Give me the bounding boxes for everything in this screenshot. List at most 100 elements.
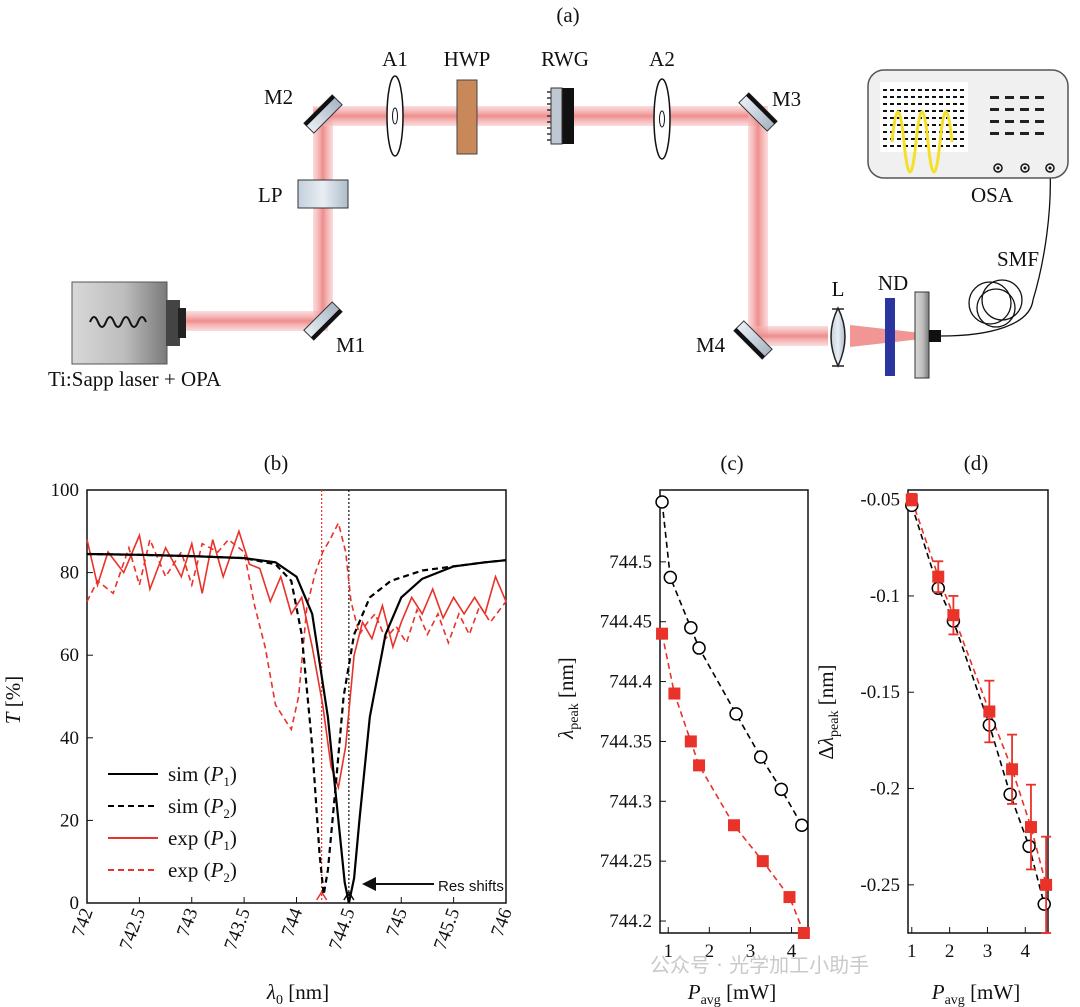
label-lp: LP [258, 183, 283, 207]
label-m4: M4 [696, 333, 726, 357]
y-tick-label: 744.2 [609, 911, 652, 932]
x-tick-label: 746 [487, 906, 516, 940]
data-point-circle [1037, 897, 1051, 911]
data-point-circle [655, 495, 669, 509]
beam-segment [750, 326, 828, 346]
label-osa: OSA [971, 183, 1014, 207]
legend-label: sim (P2) [168, 794, 237, 821]
beam-segment [313, 106, 763, 126]
data-point-square [783, 891, 796, 904]
focusing-lens [830, 306, 846, 368]
mirror-m2 [303, 94, 343, 134]
y-tick-label: 744.35 [600, 731, 652, 752]
y-tick-label: 744.4 [609, 672, 652, 693]
linear-polarizer [297, 179, 349, 209]
data-point-square [693, 759, 706, 772]
x-tick-label: 745 [382, 906, 411, 940]
x-tick-label: 745.5 [430, 906, 464, 953]
fiber-connector [929, 330, 941, 342]
data-point-square [1024, 821, 1037, 834]
mirror-m4 [733, 320, 773, 360]
y-tick-label: -0.15 [860, 682, 900, 703]
optical-spectrum-analyzer [867, 69, 1069, 179]
aperture-a2 [653, 78, 671, 160]
label-a1: A1 [382, 47, 408, 71]
series-line [86, 520, 507, 732]
series-line [661, 501, 803, 826]
data-point-circle [1003, 787, 1017, 802]
watermark: 公众号 · 光学加工小助手 [650, 953, 869, 977]
y-tick-label: 744.45 [600, 612, 652, 633]
laser-source [71, 281, 186, 365]
arrow-head-icon [362, 877, 376, 891]
x-tick-label: 4 [787, 941, 797, 962]
label-hwp: HWP [444, 47, 491, 71]
data-point-circle [1022, 839, 1036, 854]
y-tick-label: 20 [60, 810, 79, 831]
data-point-circle [663, 570, 678, 585]
label-l: L [832, 277, 845, 301]
y-tick-label: 60 [60, 645, 79, 666]
y-tick-label: 100 [51, 480, 80, 501]
x-tick-label: 2 [945, 941, 955, 962]
legend-label: exp (P2) [168, 858, 237, 885]
y-tick-label: -0.1 [870, 586, 900, 607]
setup-diagram: (a) Ti:Sapp laser + OPA M1 M2 [48, 3, 1069, 391]
aperture-a1 [386, 75, 404, 157]
marker-arrow [316, 890, 328, 901]
data-point-circle [753, 750, 768, 764]
label-m3: M3 [772, 87, 801, 111]
legend-label: sim (P1) [168, 762, 237, 789]
data-point-square [983, 705, 996, 718]
single-mode-fiber [940, 167, 1051, 337]
data-point-circle [795, 818, 809, 832]
data-point-square [1040, 878, 1053, 891]
data-point-square [728, 819, 740, 832]
half-wave-plate [456, 79, 478, 155]
plot-frame [659, 489, 809, 934]
mirror-m1 [303, 301, 343, 341]
y-tick-label: 744.25 [600, 851, 652, 872]
beam-segment [180, 311, 328, 331]
panel-c-label: (c) [720, 451, 743, 475]
label-m2: M2 [264, 85, 293, 109]
mirror-m3 [738, 92, 778, 132]
label-nd: ND [878, 271, 908, 295]
chart-d: (d) Δλpeak [nm] Pavg [mW] 1 2 3 4 -0.05 -0.1 -… [814, 451, 1053, 1007]
series-line [86, 528, 507, 791]
resonant-waveguide-grating [547, 87, 574, 145]
x-tick-label: 1 [663, 941, 673, 962]
annotation-res-shifts: Res shifts [438, 878, 504, 895]
plot-frame [907, 489, 1049, 934]
legend-label: exp (P1) [168, 826, 237, 853]
data-point-circle [774, 782, 789, 797]
chart-b-ylabel: T [%] [1, 676, 25, 724]
fiber-mount [914, 291, 930, 379]
x-tick-label: 3 [983, 941, 993, 962]
x-tick-label: 1 [907, 941, 917, 962]
marker-arrow [343, 890, 355, 901]
neutral-density-filter [885, 298, 895, 376]
chart-b: (b) T [%] λ0 [nm] Res shifts 742 742.5 743… [1, 451, 517, 1007]
panel-a-label: (a) [556, 3, 579, 27]
data-point-square [668, 687, 681, 700]
label-smf: SMF [997, 247, 1039, 271]
y-tick-label: -0.25 [860, 875, 900, 896]
y-tick-label: -0.05 [860, 490, 900, 511]
data-point-square [905, 493, 918, 506]
data-point-circle [692, 641, 706, 655]
chart-b-xlabel: λ0 [nm] [266, 980, 329, 1007]
label-m1: M1 [336, 333, 365, 357]
chart-c-xlabel: Pavg [mW] [687, 980, 776, 1007]
data-point-square [684, 735, 697, 748]
label-a2: A2 [649, 47, 675, 71]
plot-frame [86, 489, 507, 904]
series-line [661, 633, 805, 934]
y-tick-label: -0.2 [870, 779, 900, 800]
y-tick-label: 0 [70, 893, 80, 914]
chart-c-ylabel: λpeak [nm] [554, 657, 582, 740]
x-tick-label: 4 [1021, 941, 1031, 962]
y-tick-label: 744.5 [609, 552, 652, 573]
x-tick-label: 2 [705, 941, 715, 962]
